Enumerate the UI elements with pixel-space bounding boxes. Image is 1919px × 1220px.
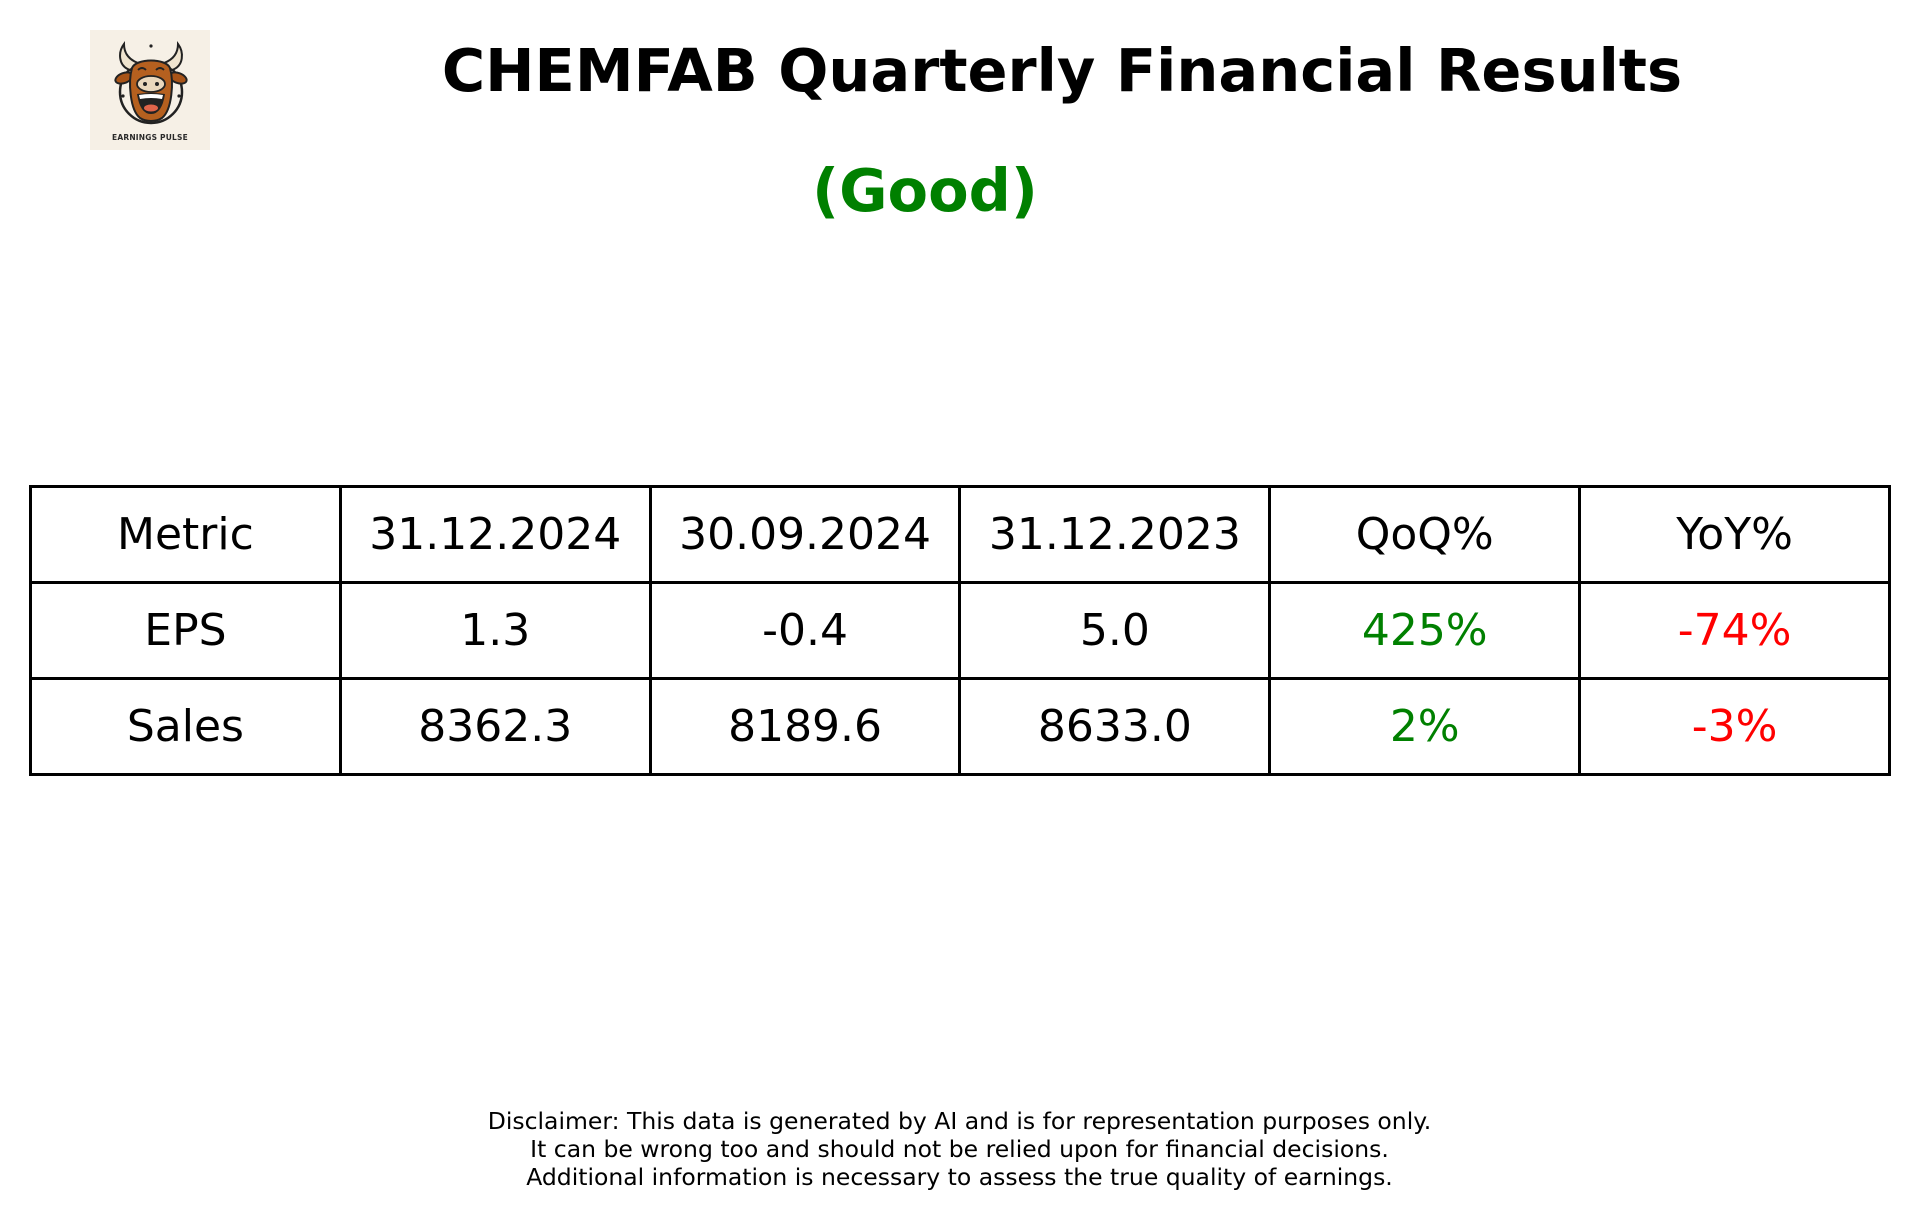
yoy-change: -3% — [1578, 677, 1891, 776]
table-header-row: Metric 31.12.2024 30.09.2024 31.12.2023 … — [29, 485, 1891, 584]
table-row: Sales 8362.3 8189.6 8633.0 2% -3% — [29, 677, 1891, 776]
table-row: EPS 1.3 -0.4 5.0 425% -74% — [29, 581, 1891, 680]
column-header-year-ago-quarter: 31.12.2023 — [958, 485, 1272, 584]
current-quarter-value: 1.3 — [338, 581, 652, 680]
column-header-qoq: QoQ% — [1268, 485, 1582, 584]
column-header-previous-quarter: 30.09.2024 — [648, 485, 962, 584]
column-header-current-quarter: 31.12.2024 — [338, 485, 652, 584]
earnings-pulse-logo: EARNINGS PULSE — [90, 30, 210, 150]
disclaimer-line: Additional information is necessary to a… — [526, 1163, 1393, 1191]
disclaimer-line: Disclaimer: This data is generated by AI… — [487, 1107, 1432, 1135]
page-title: CHEMFAB Quarterly Financial Results — [441, 36, 1683, 105]
column-header-yoy: YoY% — [1578, 485, 1891, 584]
current-quarter-value: 8362.3 — [338, 677, 652, 776]
bull-mascot-icon — [114, 40, 188, 125]
disclaimer-line: It can be wrong too and should not be re… — [530, 1135, 1389, 1163]
previous-quarter-value: 8189.6 — [648, 677, 962, 776]
qoq-change: 2% — [1268, 677, 1582, 776]
logo-text: EARNINGS PULSE — [112, 133, 188, 142]
results-table: Metric 31.12.2024 30.09.2024 31.12.2023 … — [29, 485, 1891, 776]
year-ago-quarter-value: 5.0 — [958, 581, 1272, 680]
disclaimer: Disclaimer: This data is generated by AI… — [0, 1107, 1919, 1191]
metric-name: Sales — [29, 677, 342, 776]
yoy-change: -74% — [1578, 581, 1891, 680]
qoq-change: 425% — [1268, 581, 1582, 680]
year-ago-quarter-value: 8633.0 — [958, 677, 1272, 776]
metric-name: EPS — [29, 581, 342, 680]
column-header-metric: Metric — [29, 485, 342, 584]
rating-label: (Good) — [812, 156, 1038, 225]
previous-quarter-value: -0.4 — [648, 581, 962, 680]
